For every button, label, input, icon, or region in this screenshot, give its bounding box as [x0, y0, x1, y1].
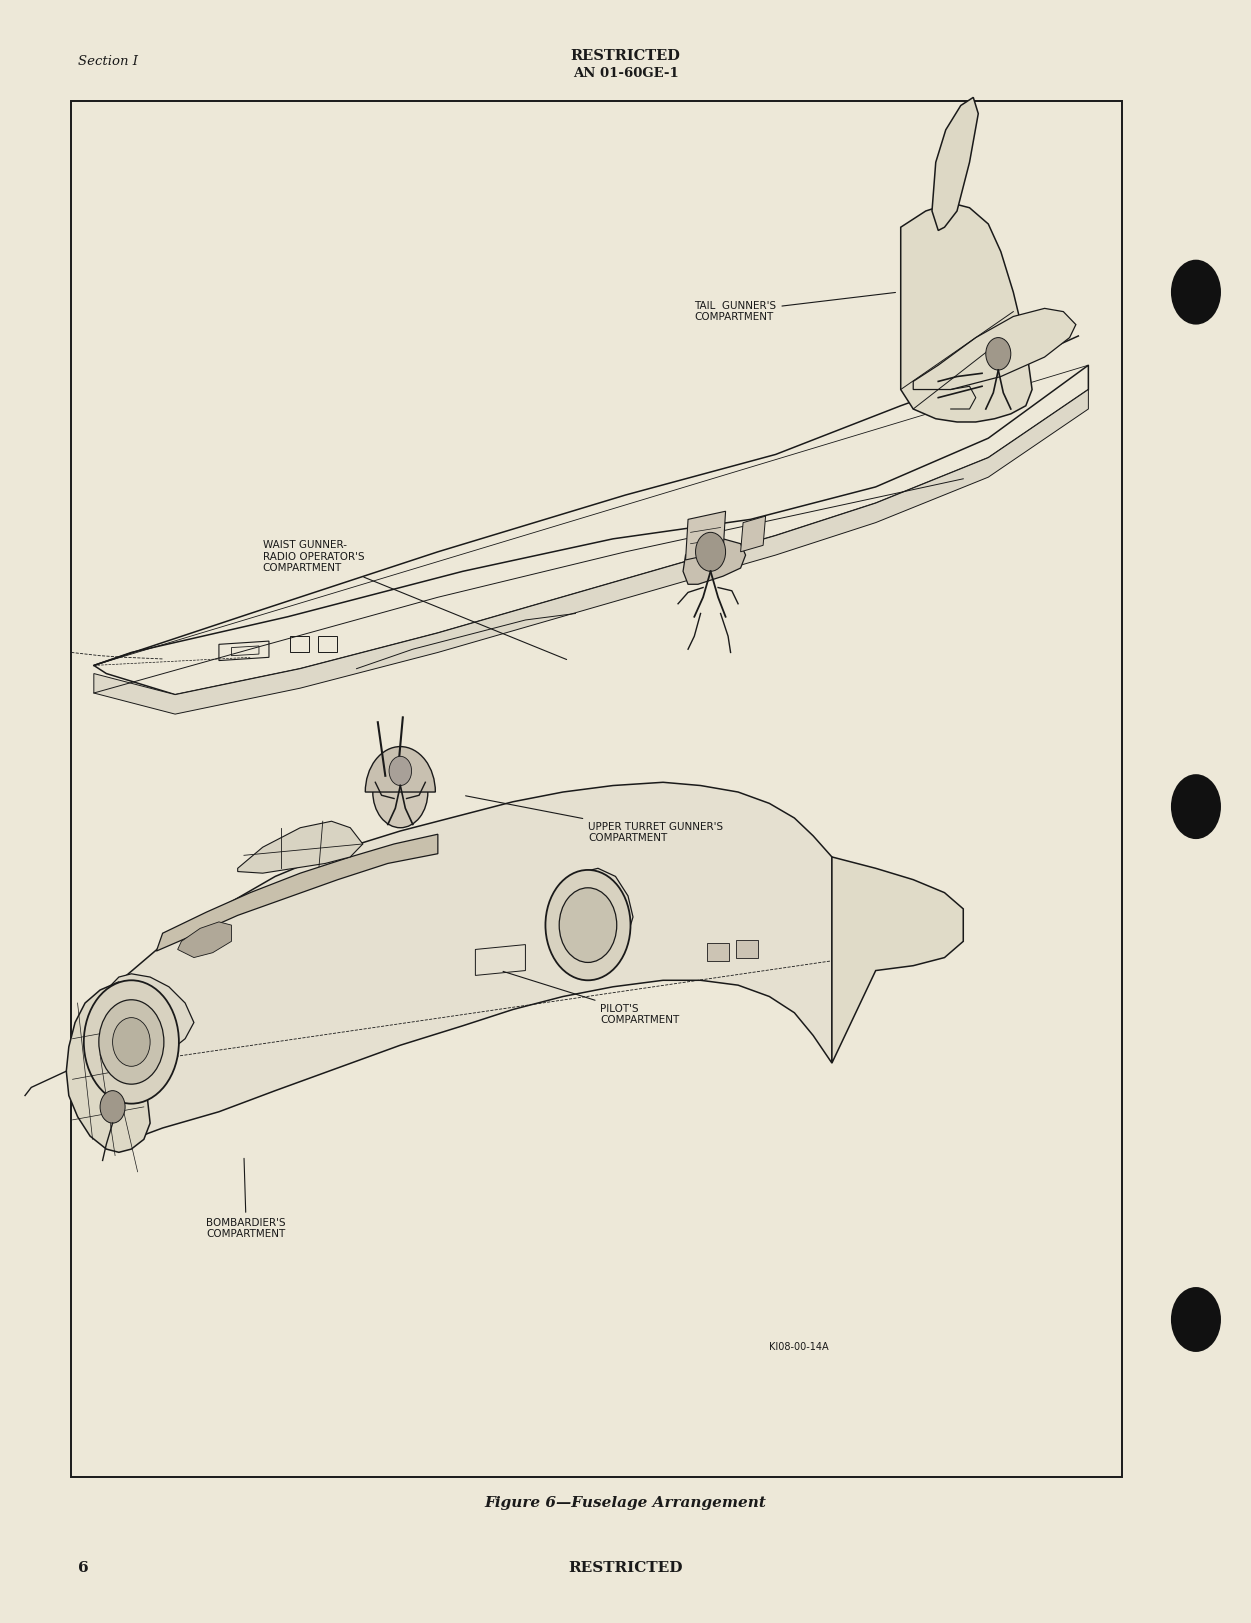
Text: 6: 6	[78, 1561, 88, 1574]
Text: AN 01-60GE-1: AN 01-60GE-1	[573, 67, 678, 80]
Text: Figure 6—Fuselage Arrangement: Figure 6—Fuselage Arrangement	[484, 1496, 767, 1509]
Polygon shape	[913, 308, 1076, 390]
Polygon shape	[238, 821, 363, 873]
Text: RESTRICTED: RESTRICTED	[570, 49, 681, 63]
Circle shape	[113, 1018, 150, 1066]
Text: WAIST GUNNER-
RADIO OPERATOR'S
COMPARTMENT: WAIST GUNNER- RADIO OPERATOR'S COMPARTME…	[263, 540, 567, 659]
Polygon shape	[94, 365, 1088, 695]
Circle shape	[1171, 260, 1221, 325]
Bar	[318, 636, 337, 652]
Bar	[71, 101, 1122, 1477]
Text: KI08-00-14A: KI08-00-14A	[769, 1342, 829, 1352]
Circle shape	[99, 1000, 164, 1084]
Polygon shape	[832, 857, 963, 1063]
Circle shape	[986, 338, 1011, 370]
Polygon shape	[178, 922, 231, 958]
Circle shape	[696, 532, 726, 571]
Polygon shape	[94, 390, 1088, 714]
Circle shape	[545, 870, 631, 980]
Circle shape	[84, 980, 179, 1104]
Circle shape	[100, 1091, 125, 1123]
Circle shape	[1171, 774, 1221, 839]
Polygon shape	[94, 974, 194, 1061]
Text: RESTRICTED: RESTRICTED	[568, 1561, 683, 1574]
Polygon shape	[555, 868, 633, 964]
Polygon shape	[901, 203, 1032, 422]
Polygon shape	[686, 511, 726, 560]
Text: BOMBARDIER'S
COMPARTMENT: BOMBARDIER'S COMPARTMENT	[206, 1159, 286, 1240]
Polygon shape	[119, 782, 832, 1144]
Polygon shape	[741, 516, 766, 552]
Text: Section I: Section I	[78, 55, 138, 68]
Circle shape	[389, 756, 412, 786]
Text: UPPER TURRET GUNNER'S
COMPARTMENT: UPPER TURRET GUNNER'S COMPARTMENT	[465, 795, 723, 844]
Circle shape	[1171, 1287, 1221, 1352]
Polygon shape	[683, 539, 746, 584]
Polygon shape	[932, 97, 978, 230]
Bar	[707, 943, 729, 961]
Polygon shape	[66, 982, 150, 1152]
Text: TAIL  GUNNER'S
COMPARTMENT: TAIL GUNNER'S COMPARTMENT	[694, 292, 896, 323]
Bar	[736, 940, 758, 958]
Circle shape	[559, 888, 617, 962]
Bar	[71, 101, 1122, 1477]
Polygon shape	[156, 834, 438, 951]
Bar	[290, 636, 309, 652]
Circle shape	[373, 756, 428, 828]
Wedge shape	[365, 747, 435, 792]
Text: PILOT'S
COMPARTMENT: PILOT'S COMPARTMENT	[503, 972, 679, 1026]
